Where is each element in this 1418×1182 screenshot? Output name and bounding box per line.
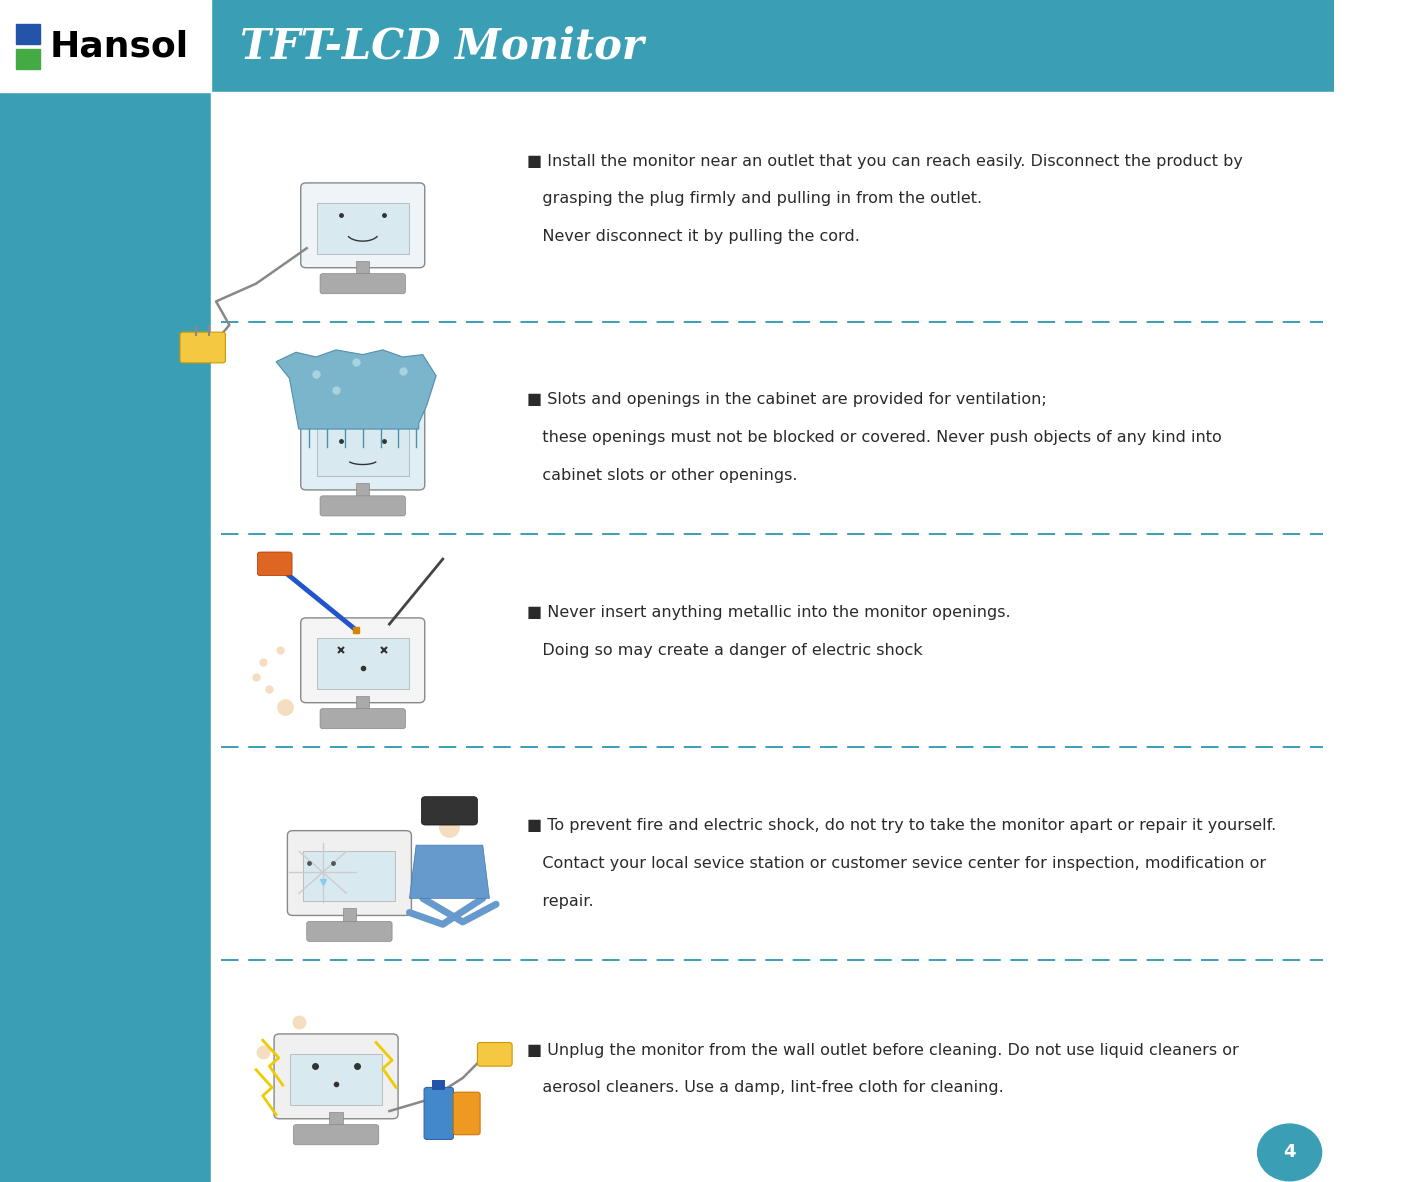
Text: ■ Slots and openings in the cabinet are provided for ventilation;: ■ Slots and openings in the cabinet are … xyxy=(526,392,1046,408)
Text: ■ To prevent fire and electric shock, do not try to take the monitor apart or re: ■ To prevent fire and electric shock, do… xyxy=(526,818,1276,833)
Bar xyxy=(356,482,370,499)
Circle shape xyxy=(1258,1124,1322,1181)
Bar xyxy=(0,0,211,92)
Bar xyxy=(432,1080,445,1090)
FancyBboxPatch shape xyxy=(258,552,292,576)
Text: TFT-LCD Monitor: TFT-LCD Monitor xyxy=(240,25,644,67)
FancyBboxPatch shape xyxy=(301,183,425,268)
Polygon shape xyxy=(410,845,489,898)
FancyBboxPatch shape xyxy=(320,709,406,728)
Text: 4: 4 xyxy=(1283,1143,1296,1162)
Bar xyxy=(356,695,370,712)
Polygon shape xyxy=(277,350,437,429)
Text: these openings must not be blocked or covered. Never push objects of any kind in: these openings must not be blocked or co… xyxy=(526,430,1221,446)
Bar xyxy=(303,851,396,901)
FancyBboxPatch shape xyxy=(320,273,406,294)
Bar xyxy=(16,24,40,44)
Text: repair.: repair. xyxy=(526,894,593,909)
FancyBboxPatch shape xyxy=(421,797,478,825)
Text: ■ Install the monitor near an outlet that you can reach easily. Disconnect the p: ■ Install the monitor near an outlet tha… xyxy=(526,154,1242,169)
FancyBboxPatch shape xyxy=(454,1092,481,1135)
FancyBboxPatch shape xyxy=(301,405,425,489)
Text: Doing so may create a danger of electric shock: Doing so may create a danger of electric… xyxy=(526,643,922,658)
FancyBboxPatch shape xyxy=(306,922,393,941)
Bar xyxy=(316,426,408,475)
Bar xyxy=(356,261,370,278)
Text: Contact your local sevice station or customer sevice center for inspection, modi: Contact your local sevice station or cus… xyxy=(526,856,1266,871)
Bar xyxy=(316,203,408,253)
FancyBboxPatch shape xyxy=(274,1034,398,1118)
FancyBboxPatch shape xyxy=(180,332,225,363)
Bar xyxy=(329,1111,343,1128)
Text: ■ Never insert anything metallic into the monitor openings.: ■ Never insert anything metallic into th… xyxy=(526,605,1011,621)
Bar xyxy=(291,1054,381,1104)
FancyBboxPatch shape xyxy=(424,1087,454,1139)
Bar xyxy=(0,0,1333,92)
Text: grasping the plug firmly and pulling in from the outlet.: grasping the plug firmly and pulling in … xyxy=(526,191,981,207)
Text: ■ Unplug the monitor from the wall outlet before cleaning. Do not use liquid cle: ■ Unplug the monitor from the wall outle… xyxy=(526,1043,1238,1058)
Bar xyxy=(0,92,211,1182)
Text: aerosol cleaners. Use a damp, lint-free cloth for cleaning.: aerosol cleaners. Use a damp, lint-free … xyxy=(526,1080,1004,1096)
Text: Never disconnect it by pulling the cord.: Never disconnect it by pulling the cord. xyxy=(526,229,859,245)
FancyBboxPatch shape xyxy=(288,831,411,915)
FancyBboxPatch shape xyxy=(478,1043,512,1066)
Text: Hansol: Hansol xyxy=(50,30,189,63)
FancyBboxPatch shape xyxy=(320,496,406,515)
FancyBboxPatch shape xyxy=(301,618,425,702)
FancyBboxPatch shape xyxy=(294,1125,379,1144)
Bar xyxy=(211,92,1333,1182)
Bar xyxy=(316,638,408,688)
Bar xyxy=(16,48,40,70)
Bar xyxy=(343,908,356,924)
Text: cabinet slots or other openings.: cabinet slots or other openings. xyxy=(526,468,797,483)
